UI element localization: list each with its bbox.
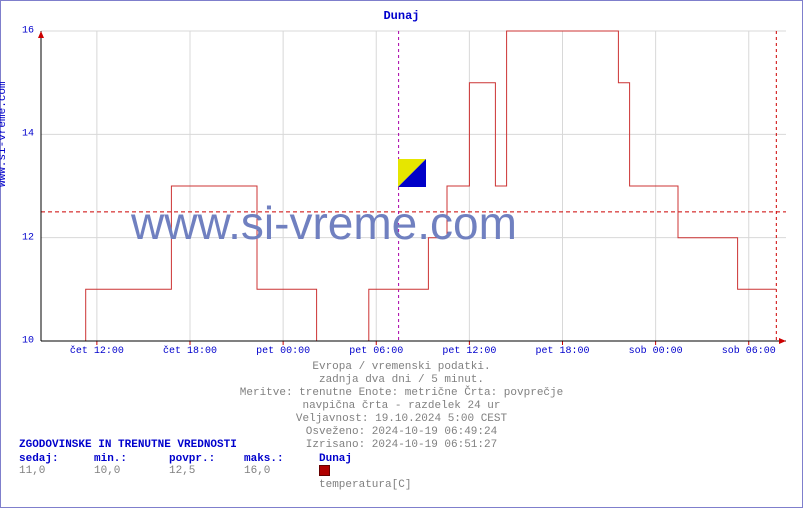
y-tick-label: 14 [22, 129, 34, 140]
legend-label: temperatura[C] [319, 479, 411, 491]
caption-line: Evropa / vremenski podatki. [1, 361, 802, 374]
stats-header-max: maks.: [244, 453, 319, 465]
y-tick-label: 16 [22, 26, 34, 37]
stats-title: ZGODOVINSKE IN TRENUTNE VREDNOSTI [19, 439, 394, 451]
stats-legend: temperatura[C] [319, 465, 394, 491]
caption-line: navpična črta - razdelek 24 ur [1, 400, 802, 413]
y-axis-link[interactable]: www.si-vreme.com [0, 81, 9, 187]
caption-line: Meritve: trenutne Enote: metrične Črta: … [1, 387, 802, 400]
y-axis-arrow [38, 31, 44, 38]
x-tick-label: pet 12:00 [442, 346, 496, 357]
caption-line: zadnja dva dni / 5 minut. [1, 374, 802, 387]
stats-value-avg: 12,5 [169, 465, 244, 491]
stats-value-now: 11,0 [19, 465, 94, 491]
y-tick-label: 10 [22, 336, 34, 347]
x-axis-arrow [779, 338, 786, 344]
caption-line: Osveženo: 2024-10-19 06:49:24 [1, 426, 802, 439]
stats-value-max: 16,0 [244, 465, 319, 491]
x-tick-label: sob 06:00 [722, 346, 776, 357]
x-tick-label: pet 18:00 [535, 346, 589, 357]
x-tick-label: pet 06:00 [349, 346, 403, 357]
y-tick-label: 12 [22, 232, 34, 243]
stats-header-avg: povpr.: [169, 453, 244, 465]
stats-value-min: 10,0 [94, 465, 169, 491]
x-tick-label: čet 18:00 [163, 346, 217, 357]
chart-title: Dunaj [1, 9, 802, 23]
x-tick-label: sob 00:00 [629, 346, 683, 357]
x-tick-label: čet 12:00 [70, 346, 124, 357]
caption-line: Veljavnost: 19.10.2024 5:00 CEST [1, 413, 802, 426]
stats-header-now: sedaj: [19, 453, 94, 465]
x-tick-label: pet 00:00 [256, 346, 310, 357]
stats-block: ZGODOVINSKE IN TRENUTNE VREDNOSTI sedaj:… [19, 439, 394, 491]
series-line-dunaj [41, 31, 776, 341]
stats-header-min: min.: [94, 453, 169, 465]
plot-area [41, 31, 786, 341]
chart-container: www.si-vreme.com Dunaj 10 12 14 16 čet 12:0… [0, 0, 803, 508]
legend-swatch-icon [319, 465, 330, 476]
stats-series-label: Dunaj [319, 453, 394, 465]
